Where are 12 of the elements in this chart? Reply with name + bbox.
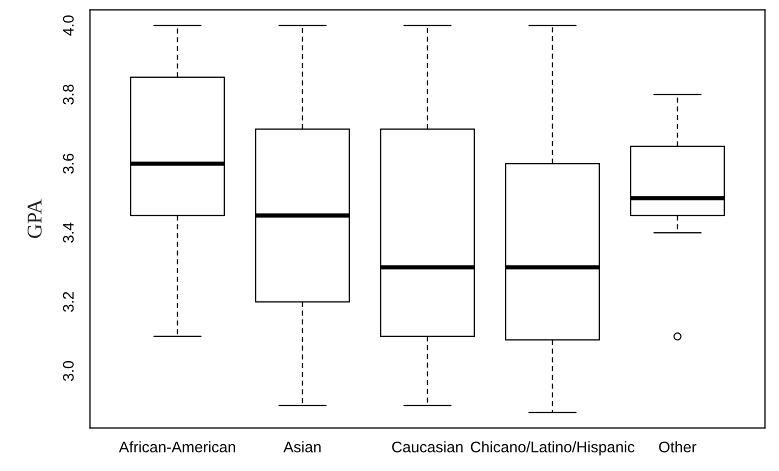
y-tick-label: 3.4 <box>62 222 74 243</box>
x-tick-label: Other <box>659 441 696 452</box>
x-tick-label: Asian <box>283 441 321 452</box>
y-tick-label: 4.0 <box>62 15 74 36</box>
y-tick-label: 3.6 <box>62 154 74 174</box>
x-tick-label: Chicano/Latino/Hispanic <box>470 441 634 456</box>
x-tick-label: Caucasian <box>392 441 463 452</box>
y-tick-label: 3.2 <box>62 292 74 312</box>
y-tick-label: 3.0 <box>62 360 74 382</box>
y-axis-title: GPA <box>28 199 42 238</box>
y-tick-label: 3.8 <box>62 84 74 105</box>
x-tick-label: African-American <box>118 441 236 452</box>
